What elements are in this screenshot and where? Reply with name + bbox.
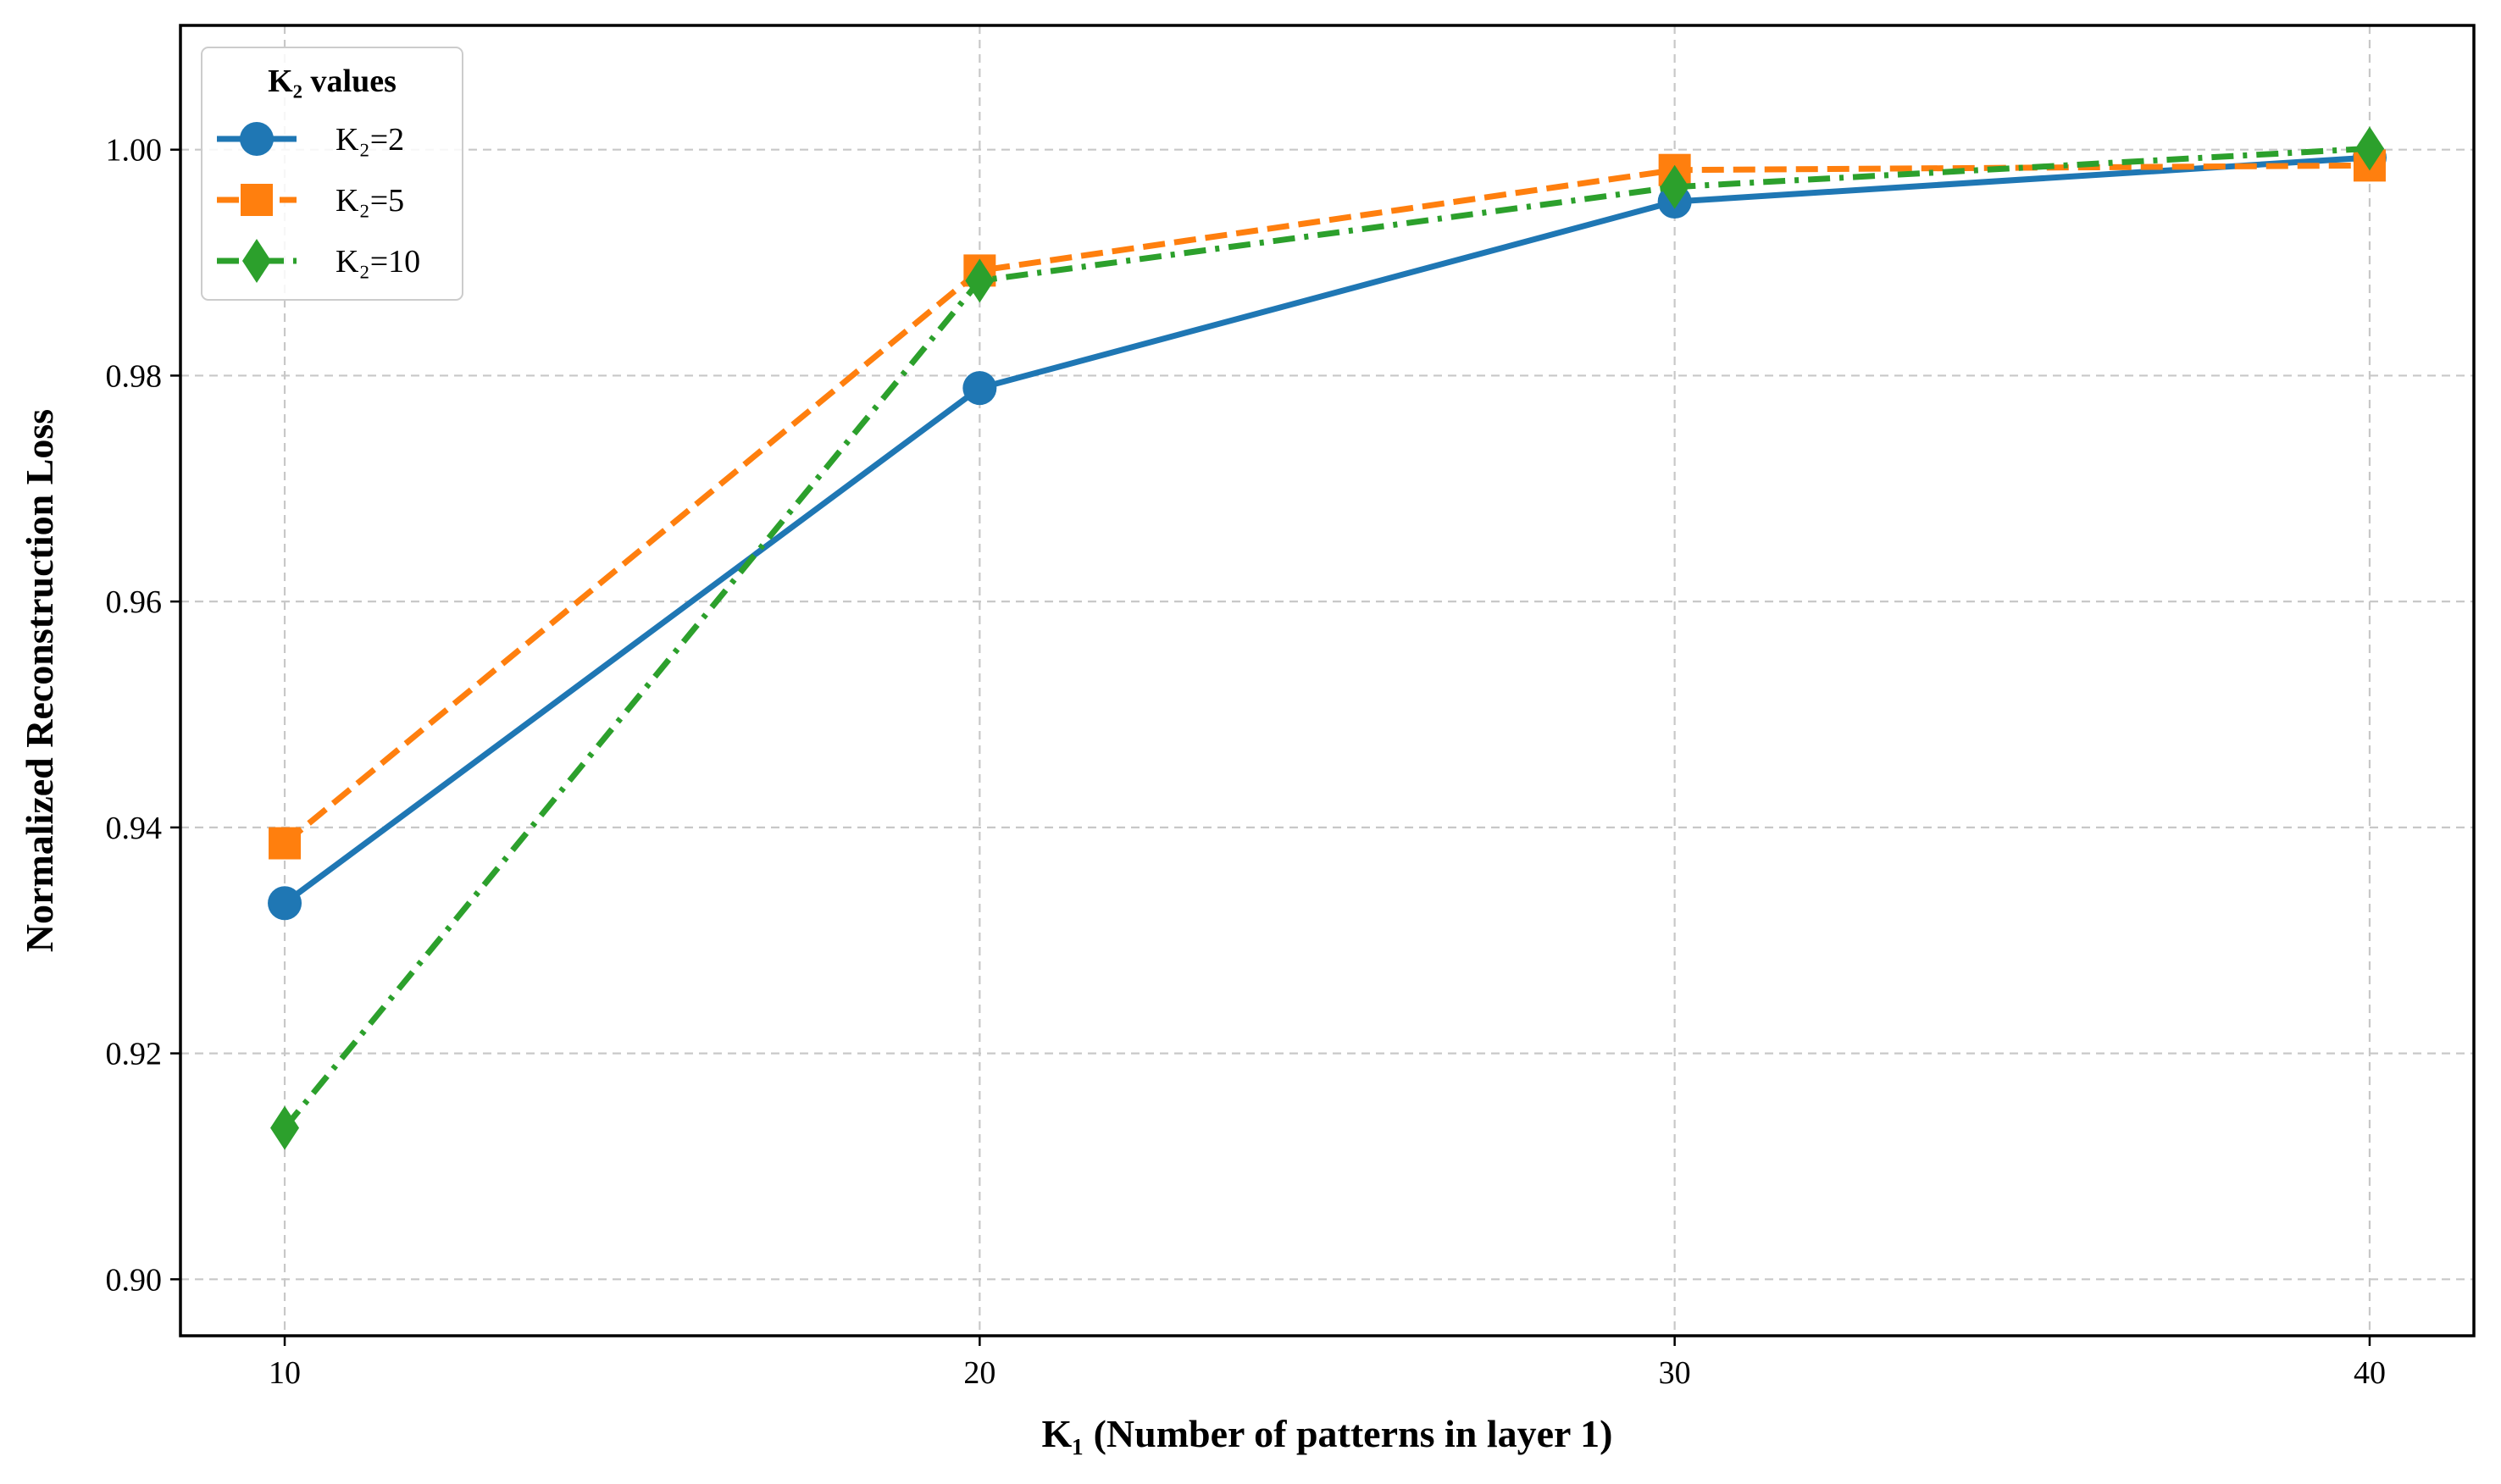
legend-label: K₂=10 — [336, 244, 420, 280]
legend-box — [201, 47, 463, 301]
legend-marker — [241, 184, 273, 216]
y-tick-label: 1.00 — [106, 133, 163, 169]
series-group — [268, 126, 2387, 1150]
y-tick-label: 0.98 — [106, 358, 163, 394]
x-axis-label: K₁ (Number of patterns in layer 1) — [1042, 1412, 1613, 1455]
data-point — [965, 258, 995, 303]
data-point — [269, 827, 302, 860]
legend-item: K₂=2 — [217, 122, 404, 158]
y-axis-label: Normalized Reconstruction Loss — [18, 409, 61, 952]
y-tick-label: 0.92 — [106, 1037, 163, 1072]
legend-items: K₂=2 K₂=5 K₂=10 — [217, 122, 420, 283]
legend-label: K₂=5 — [336, 183, 404, 219]
x-tick-label: 10 — [269, 1355, 301, 1391]
data-point — [270, 1105, 300, 1150]
legend-label: K₂=2 — [336, 122, 404, 158]
y-tick-label: 0.90 — [106, 1262, 163, 1298]
x-tick-label: 40 — [2354, 1355, 2386, 1391]
plot-frame — [179, 24, 2476, 1337]
axis-ticks: 10 20 30 40 0.90 0.92 0.94 0.96 0.98 1.00 — [106, 133, 2386, 1391]
data-point — [1660, 164, 1689, 209]
x-tick-label: 20 — [963, 1355, 995, 1391]
x-tick-label: 30 — [1659, 1355, 1691, 1391]
data-point — [268, 886, 302, 921]
series-3 — [270, 126, 2384, 1150]
legend-item: K₂=10 — [217, 239, 420, 283]
y-tick-label: 0.94 — [106, 811, 163, 846]
legend: K₂ values K₂=2 K₂=5 K₂=10 — [201, 47, 463, 301]
y-tick-label: 0.96 — [106, 584, 163, 620]
legend-marker — [240, 122, 274, 156]
legend-marker — [242, 239, 271, 283]
legend-title: K₂ values — [268, 64, 396, 99]
legend-item: K₂=5 — [217, 183, 404, 219]
data-point — [2354, 126, 2384, 171]
data-point — [962, 371, 997, 406]
series-line — [282, 145, 2371, 1130]
series-line — [282, 154, 2371, 906]
